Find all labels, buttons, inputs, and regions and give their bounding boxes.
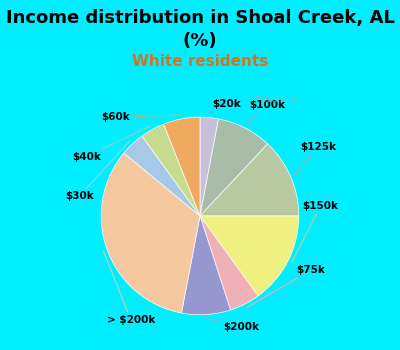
Wedge shape [164, 117, 200, 216]
Text: $40k: $40k [72, 126, 150, 162]
Wedge shape [200, 117, 218, 216]
Text: (%): (%) [183, 32, 217, 50]
Text: White residents: White residents [132, 54, 268, 69]
Text: $75k: $75k [247, 265, 325, 308]
Wedge shape [200, 119, 268, 216]
Text: $125k: $125k [294, 142, 336, 175]
Wedge shape [101, 153, 200, 313]
Wedge shape [182, 216, 230, 315]
Wedge shape [200, 216, 299, 296]
Wedge shape [124, 136, 200, 216]
Text: $20k: $20k [210, 99, 241, 114]
Wedge shape [200, 144, 299, 216]
Text: $30k: $30k [65, 141, 130, 201]
Text: Income distribution in Shoal Creek, AL: Income distribution in Shoal Creek, AL [6, 9, 394, 27]
Wedge shape [142, 124, 200, 216]
Text: Ⓝ-Data.com: Ⓝ-Data.com [255, 95, 299, 104]
Wedge shape [200, 216, 258, 310]
Text: $200k: $200k [206, 318, 260, 332]
Text: $100k: $100k [247, 100, 285, 124]
Text: $60k: $60k [102, 112, 181, 122]
Text: > $200k: > $200k [103, 251, 155, 325]
Text: $150k: $150k [292, 201, 338, 262]
